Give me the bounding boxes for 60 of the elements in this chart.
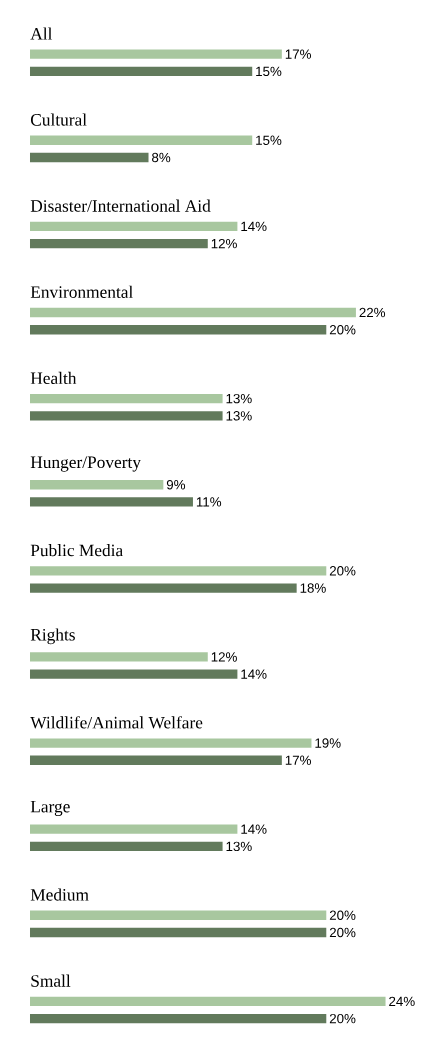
bar [30, 152, 149, 163]
data-label: 14% [241, 669, 267, 679]
data-label: 20% [329, 1013, 356, 1024]
y-tick-label: Small [31, 974, 71, 987]
y-tick-label: Public Media [30, 544, 123, 557]
bar [30, 566, 327, 576]
bar [30, 738, 312, 748]
bar [30, 49, 282, 59]
bar [30, 221, 238, 232]
data-label: 14% [241, 824, 267, 834]
data-label: 8% [152, 152, 171, 163]
y-tick-label: Large [30, 800, 70, 817]
bar [30, 135, 253, 145]
bar [30, 66, 253, 77]
bar [30, 996, 386, 1007]
bar [30, 497, 193, 507]
data-label: 13% [226, 841, 252, 852]
data-label: 19% [315, 738, 341, 748]
data-label: 17% [285, 755, 311, 765]
bar [30, 927, 327, 938]
data-label: 22% [359, 307, 386, 318]
data-label: 20% [329, 566, 356, 576]
bar [30, 583, 297, 593]
bar [30, 755, 282, 765]
data-label: 17% [285, 49, 311, 59]
y-tick-label: Hunger/Poverty [30, 456, 141, 472]
y-tick-label: Wildlife/Animal Welfare [30, 716, 203, 729]
bar [30, 824, 238, 834]
data-label: 13% [226, 411, 252, 421]
y-tick-label: Health [30, 371, 77, 385]
y-tick-label: Cultural [30, 113, 87, 126]
data-label: 9% [166, 480, 186, 490]
bar [30, 910, 327, 920]
data-label: 12% [211, 652, 237, 662]
data-label: 15% [256, 66, 282, 77]
bar [30, 411, 223, 421]
data-label: 15% [256, 135, 282, 145]
bar [30, 238, 208, 249]
data-label: 20% [329, 910, 356, 920]
bar [30, 307, 356, 318]
bar [30, 325, 327, 335]
bar [30, 393, 223, 404]
y-tick-label: Medium [30, 888, 89, 901]
data-label: 11% [196, 497, 222, 507]
data-label: 14% [241, 221, 267, 232]
data-label: 24% [389, 996, 415, 1007]
bar [30, 841, 223, 852]
bar [30, 669, 238, 679]
bar [30, 480, 164, 490]
y-tick-label: All [30, 27, 53, 40]
bar [30, 652, 208, 662]
y-tick-label: Disaster/International Aid [30, 199, 211, 212]
y-tick-label: Rights [30, 628, 75, 645]
data-label: 18% [300, 583, 326, 593]
data-label: 20% [329, 325, 356, 335]
data-label: 13% [226, 393, 252, 404]
data-label: 12% [211, 238, 237, 249]
y-tick-label: Environmental [30, 285, 133, 298]
data-label: 20% [329, 927, 356, 938]
bar [30, 1013, 327, 1024]
